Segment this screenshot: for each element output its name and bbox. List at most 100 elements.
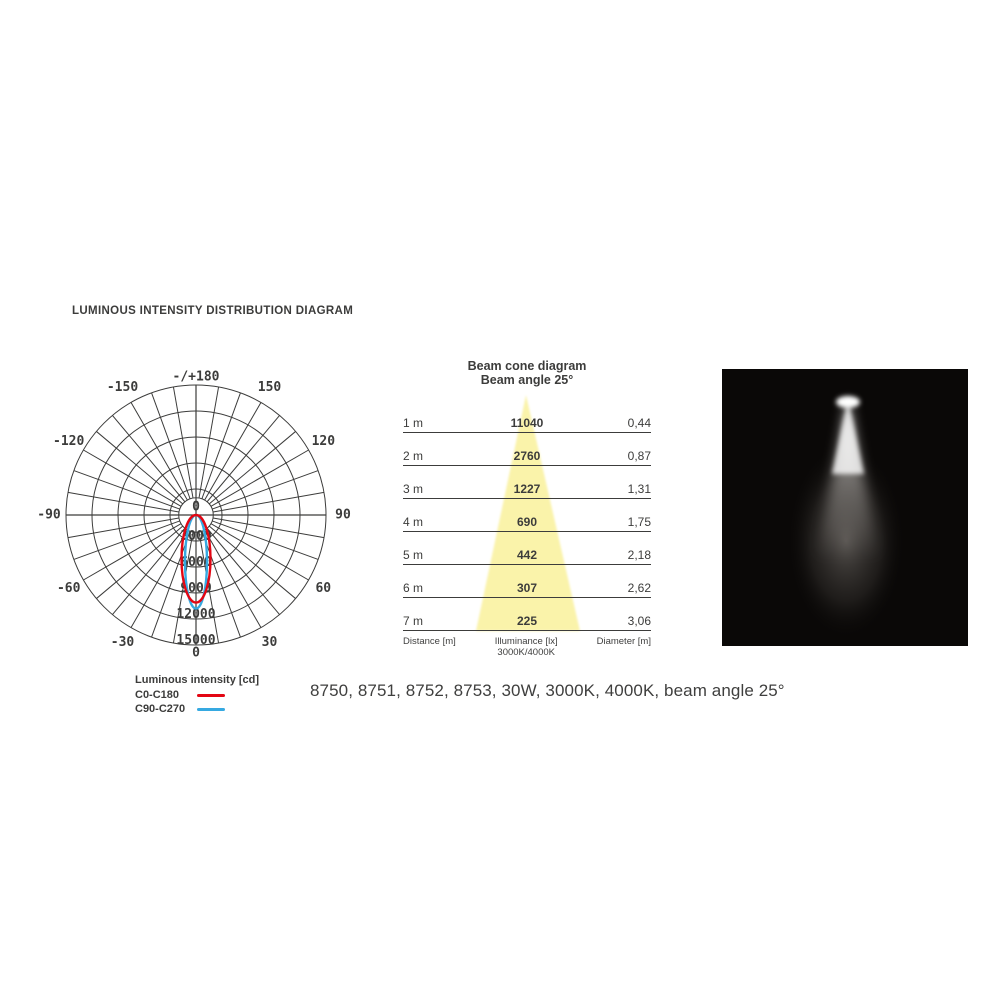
polar-spoke bbox=[210, 523, 309, 581]
polar-spoke bbox=[130, 529, 188, 628]
polar-spoke bbox=[198, 531, 220, 644]
beam-cone-header: Beam cone diagram Beam angle 25° bbox=[403, 359, 651, 387]
cell-distance: 1 m bbox=[403, 416, 424, 430]
angle-label: -150 bbox=[107, 380, 138, 395]
intensity-curve-c0-c180 bbox=[180, 513, 212, 604]
angle-label: -/+180 bbox=[173, 370, 220, 385]
beam-cone-table: 1 m 11040 0,44 2 m 2760 0,87 3 m 1227 1,31 4 m 690… bbox=[403, 400, 651, 631]
beam-photo bbox=[722, 369, 968, 646]
cell-illuminance: 225 bbox=[516, 614, 538, 628]
cell-diameter: 2,62 bbox=[627, 581, 651, 595]
page-title: LUMINOUS INTENSITY DISTRIBUTION DIAGRAM bbox=[72, 305, 354, 317]
angle-label: 120 bbox=[312, 434, 336, 449]
polar-spoke bbox=[112, 415, 186, 503]
ring-value-label: 6000 bbox=[180, 555, 211, 570]
polar-spoke bbox=[201, 392, 241, 499]
beam-cone-table-footer: Distance [m] Illuminance [lx] 3000K/4000… bbox=[403, 636, 651, 658]
polar-spoke bbox=[112, 527, 186, 615]
cell-diameter: 0,87 bbox=[627, 449, 651, 463]
angle-label: -60 bbox=[57, 581, 81, 596]
cell-illuminance: 690 bbox=[516, 515, 538, 529]
legend-label: C0-C180 bbox=[135, 689, 180, 701]
beam-cone-shape bbox=[476, 395, 580, 631]
table-row: 6 m 307 2,62 bbox=[403, 565, 651, 598]
cell-distance: 4 m bbox=[403, 515, 424, 529]
polar-spoke bbox=[67, 517, 180, 539]
polar-spoke bbox=[204, 402, 262, 501]
angle-label: 30 bbox=[262, 635, 278, 650]
table-row: 7 m 225 3,06 bbox=[403, 598, 651, 631]
polar-spoke bbox=[67, 491, 180, 513]
angle-label: 60 bbox=[315, 581, 331, 596]
column-header-illuminance: Illuminance [lx] 3000K/4000K bbox=[494, 636, 558, 658]
column-header-diameter: Diameter [m] bbox=[596, 636, 651, 647]
angle-label: 0 bbox=[192, 646, 200, 661]
polar-spoke bbox=[96, 525, 184, 599]
red-line-swatch bbox=[197, 693, 225, 697]
product-caption: 8750, 8751, 8752, 8753, 30W, 3000K, 4000… bbox=[310, 681, 785, 700]
polar-spoke bbox=[96, 431, 184, 505]
angle-label: 90 bbox=[335, 508, 351, 523]
legend-item-c90-c270: C90-C270 bbox=[135, 702, 259, 716]
polar-spoke bbox=[204, 529, 262, 628]
beam-cone-glow bbox=[816, 399, 880, 559]
polar-spoke bbox=[208, 431, 296, 505]
light-source-hotspot bbox=[836, 396, 860, 408]
polar-spoke bbox=[198, 386, 220, 499]
legend-label: C90-C270 bbox=[135, 703, 186, 715]
polar-spoke bbox=[130, 402, 188, 501]
polar-spoke bbox=[83, 449, 182, 507]
polar-spoke bbox=[73, 520, 180, 560]
cell-diameter: 2,18 bbox=[627, 548, 651, 562]
column-header-distance: Distance [m] bbox=[403, 636, 456, 647]
polar-spoke bbox=[83, 523, 182, 581]
cell-illuminance: 11040 bbox=[510, 416, 544, 430]
polar-spoke bbox=[212, 517, 325, 539]
cell-distance: 6 m bbox=[403, 581, 424, 595]
cell-diameter: 3,06 bbox=[627, 614, 651, 628]
beam-cone-subtitle: Beam angle 25° bbox=[480, 373, 574, 387]
cell-diameter: 1,31 bbox=[627, 482, 651, 496]
legend-title: Luminous intensity [cd] bbox=[135, 674, 260, 686]
angle-label: 150 bbox=[258, 380, 282, 395]
table-row: 3 m 1227 1,31 bbox=[403, 466, 651, 499]
cell-diameter: 1,75 bbox=[627, 515, 651, 529]
polar-spoke bbox=[151, 392, 191, 499]
angle-label: -120 bbox=[53, 434, 84, 449]
polar-spoke bbox=[212, 491, 325, 513]
beam-cone-title: Beam cone diagram bbox=[467, 359, 587, 373]
ring-value-label: 15000 bbox=[176, 633, 215, 648]
angle-label: -90 bbox=[37, 508, 61, 523]
polar-spoke bbox=[206, 415, 280, 503]
polar-spoke bbox=[172, 531, 194, 644]
polar-spoke bbox=[206, 527, 280, 615]
table-row: 2 m 2760 0,87 bbox=[403, 433, 651, 466]
cell-distance: 2 m bbox=[403, 449, 424, 463]
table-row: 5 m 442 2,18 bbox=[403, 532, 651, 565]
cell-distance: 3 m bbox=[403, 482, 424, 496]
table-row: 4 m 690 1,75 bbox=[403, 499, 651, 532]
polar-spoke bbox=[208, 525, 296, 599]
cell-illuminance: 2760 bbox=[513, 449, 541, 463]
legend-item-c0-c180: C0-C180 bbox=[135, 688, 259, 702]
polar-spoke bbox=[210, 449, 309, 507]
cell-illuminance: 442 bbox=[516, 548, 538, 562]
yellow-cone bbox=[476, 395, 580, 631]
ring-value-label: 0 bbox=[192, 500, 200, 515]
beam-photo-image bbox=[722, 369, 968, 646]
polar-spoke bbox=[73, 470, 180, 510]
polar-spoke bbox=[151, 531, 191, 638]
cell-illuminance: 1227 bbox=[513, 482, 541, 496]
polar-spoke bbox=[212, 470, 319, 510]
polar-intensity-diagram: 03000600090001200015000-/+18015012090603… bbox=[37, 370, 351, 661]
table-row: 1 m 11040 0,44 bbox=[403, 400, 651, 433]
cell-illuminance: 307 bbox=[516, 581, 538, 595]
cell-distance: 7 m bbox=[403, 614, 424, 628]
ring-value-label: 12000 bbox=[176, 607, 215, 622]
cell-distance: 5 m bbox=[403, 548, 424, 562]
angle-label: -30 bbox=[111, 635, 135, 650]
polar-spoke bbox=[212, 520, 319, 560]
polar-spoke bbox=[172, 386, 194, 499]
beam-bright-core bbox=[832, 398, 864, 474]
